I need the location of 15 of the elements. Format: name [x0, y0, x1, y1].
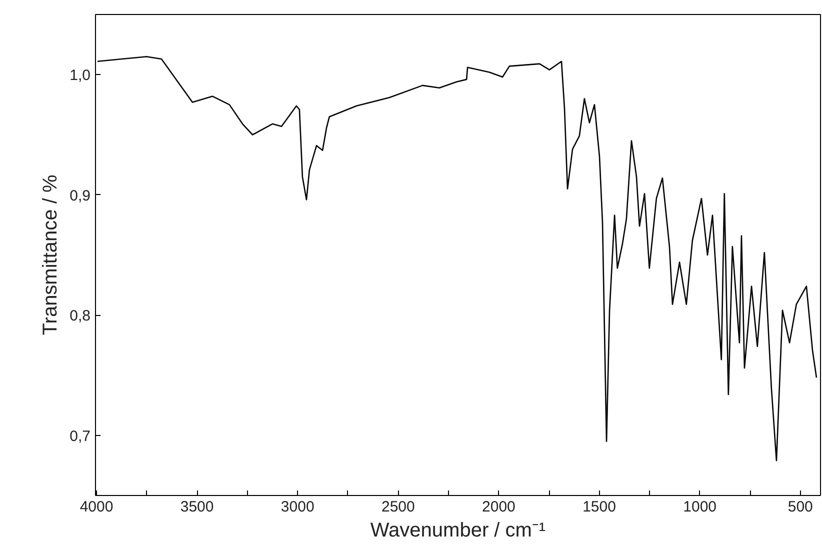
- x-tick-label: 2000: [482, 498, 516, 516]
- y-tick-label: 0,9: [70, 187, 91, 204]
- line-series: [96, 56, 818, 462]
- y-tick-label: 0,7: [70, 428, 91, 445]
- y-axis-title: Transmittance / %: [40, 174, 62, 336]
- x-tick-label: 2500: [381, 498, 415, 516]
- x-tick-label: 3000: [280, 498, 314, 516]
- y-tick-label: 1,0: [70, 67, 91, 84]
- x-tick-label: 1000: [683, 498, 717, 516]
- x-tick-label: 1500: [582, 498, 616, 516]
- x-tick-label: 3500: [180, 498, 214, 516]
- x-tick-label: 4000: [80, 498, 114, 516]
- y-tick-label: 0,8: [70, 308, 91, 325]
- x-axis-title: Wavenumber / cm⁻¹: [370, 520, 546, 542]
- x-tick-label: 500: [788, 498, 813, 516]
